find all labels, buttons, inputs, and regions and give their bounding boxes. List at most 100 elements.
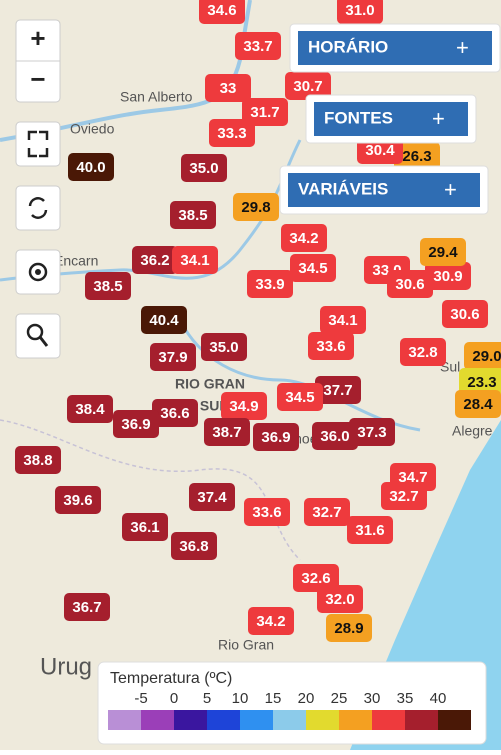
marker-box[interactable] (459, 368, 501, 396)
marker-label[interactable]: 29.4 (428, 244, 458, 261)
marker-box[interactable] (242, 98, 288, 126)
marker-box[interactable] (64, 593, 110, 621)
marker-label[interactable]: 31.0 (345, 2, 374, 19)
marker-label[interactable]: 32.7 (389, 488, 418, 505)
marker-box[interactable] (320, 306, 366, 334)
marker-label[interactable]: 38.5 (178, 207, 207, 224)
marker-label[interactable]: 30.6 (395, 276, 424, 293)
marker-box[interactable] (170, 201, 216, 229)
marker-label[interactable]: 30.7 (293, 78, 322, 95)
marker-box[interactable] (387, 270, 433, 298)
marker-label[interactable]: 33.6 (252, 504, 281, 521)
marker-box[interactable] (347, 516, 393, 544)
marker-box[interactable] (15, 446, 61, 474)
marker-box[interactable] (248, 607, 294, 635)
marker-box[interactable] (205, 74, 251, 102)
marker-box[interactable] (304, 498, 350, 526)
marker-box[interactable] (171, 532, 217, 560)
marker-label[interactable]: 28.9 (334, 620, 363, 637)
marker-box[interactable] (204, 418, 250, 446)
marker-box[interactable] (122, 513, 168, 541)
zoom-in[interactable]: + (30, 23, 45, 53)
marker-label[interactable]: 36.2 (140, 252, 169, 269)
marker-label[interactable]: 36.7 (72, 599, 101, 616)
marker-label[interactable]: 35.0 (189, 160, 218, 177)
marker-label[interactable]: 38.7 (212, 424, 241, 441)
zoom-out[interactable]: − (30, 64, 45, 94)
marker-label[interactable]: 32.7 (312, 504, 341, 521)
marker-label[interactable]: 37.4 (197, 489, 227, 506)
marker-label[interactable]: 34.2 (289, 230, 318, 247)
marker-box[interactable] (290, 254, 336, 282)
marker-label[interactable]: 40.0 (76, 159, 105, 176)
marker-box[interactable] (172, 246, 218, 274)
marker-label[interactable]: 26.3 (402, 148, 431, 165)
marker-box[interactable] (253, 423, 299, 451)
marker-label[interactable]: 38.4 (75, 401, 105, 418)
marker-box[interactable] (141, 306, 187, 334)
marker-box[interactable] (425, 262, 471, 290)
marker-label[interactable]: 40.4 (149, 312, 179, 329)
marker-label[interactable]: 37.7 (323, 382, 352, 399)
marker-label[interactable]: 33.6 (316, 338, 345, 355)
refresh-button[interactable] (15, 185, 61, 231)
marker-label[interactable]: 32.0 (325, 591, 354, 608)
marker-box[interactable] (464, 342, 501, 370)
marker-label[interactable]: 36.0 (320, 428, 349, 445)
marker-box[interactable] (244, 498, 290, 526)
marker-label[interactable]: 33.7 (243, 38, 272, 55)
button-icon[interactable]: + (432, 106, 445, 131)
marker-box[interactable] (132, 246, 178, 274)
marker-label[interactable]: 30.6 (450, 306, 479, 323)
marker-label[interactable]: 34.5 (285, 389, 314, 406)
marker-label[interactable]: 39.6 (63, 492, 92, 509)
marker-label[interactable]: 30.4 (365, 142, 395, 159)
marker-box[interactable] (199, 0, 245, 24)
button-label[interactable]: HORÁRIO (308, 37, 388, 56)
marker-label[interactable]: 34.6 (207, 2, 236, 19)
marker-label[interactable]: 34.1 (180, 252, 209, 269)
marker-label[interactable]: 32.8 (408, 344, 437, 361)
marker-label[interactable]: 32.6 (301, 570, 330, 587)
marker-label[interactable]: 28.4 (463, 396, 493, 413)
marker-label[interactable]: 36.6 (160, 405, 189, 422)
marker-label[interactable]: 36.9 (261, 429, 290, 446)
marker-label[interactable]: 36.1 (130, 519, 159, 536)
marker-box[interactable] (247, 270, 293, 298)
marker-label[interactable]: 37.3 (357, 424, 386, 441)
marker-label[interactable]: 31.6 (355, 522, 384, 539)
marker-label[interactable]: 36.9 (121, 416, 150, 433)
marker-label[interactable]: 33 (220, 80, 237, 97)
marker-label[interactable]: 30.9 (433, 268, 462, 285)
marker-box[interactable] (67, 395, 113, 423)
marker-box[interactable] (420, 238, 466, 266)
marker-box[interactable] (349, 418, 395, 446)
menu-button[interactable] (288, 173, 480, 207)
marker-box[interactable] (68, 153, 114, 181)
search-button[interactable] (15, 313, 61, 359)
marker-label[interactable]: 35.0 (209, 339, 238, 356)
marker-box[interactable] (337, 0, 383, 24)
marker-label[interactable]: 38.5 (93, 278, 122, 295)
marker-box[interactable] (394, 142, 440, 170)
marker-label[interactable]: 34.2 (256, 613, 285, 630)
marker-box[interactable] (150, 343, 196, 371)
marker-label[interactable]: 34.9 (229, 398, 258, 415)
marker-box[interactable] (455, 390, 501, 418)
marker-box[interactable] (315, 376, 361, 404)
button-icon[interactable]: + (444, 177, 457, 202)
marker-box[interactable] (189, 483, 235, 511)
marker-label[interactable]: 29.8 (241, 199, 270, 216)
marker-box[interactable] (381, 482, 427, 510)
marker-box[interactable] (308, 332, 354, 360)
marker-label[interactable]: 36.8 (179, 538, 208, 555)
marker-box[interactable] (55, 486, 101, 514)
marker-box[interactable] (326, 614, 372, 642)
marker-label[interactable]: 29.0 (472, 348, 501, 365)
marker-label[interactable]: 34.1 (328, 312, 357, 329)
marker-label[interactable]: 31.7 (250, 104, 279, 121)
marker-label[interactable]: 33.9 (255, 276, 284, 293)
marker-box[interactable] (113, 410, 159, 438)
marker-box[interactable] (221, 392, 267, 420)
button-icon[interactable]: + (456, 35, 469, 60)
